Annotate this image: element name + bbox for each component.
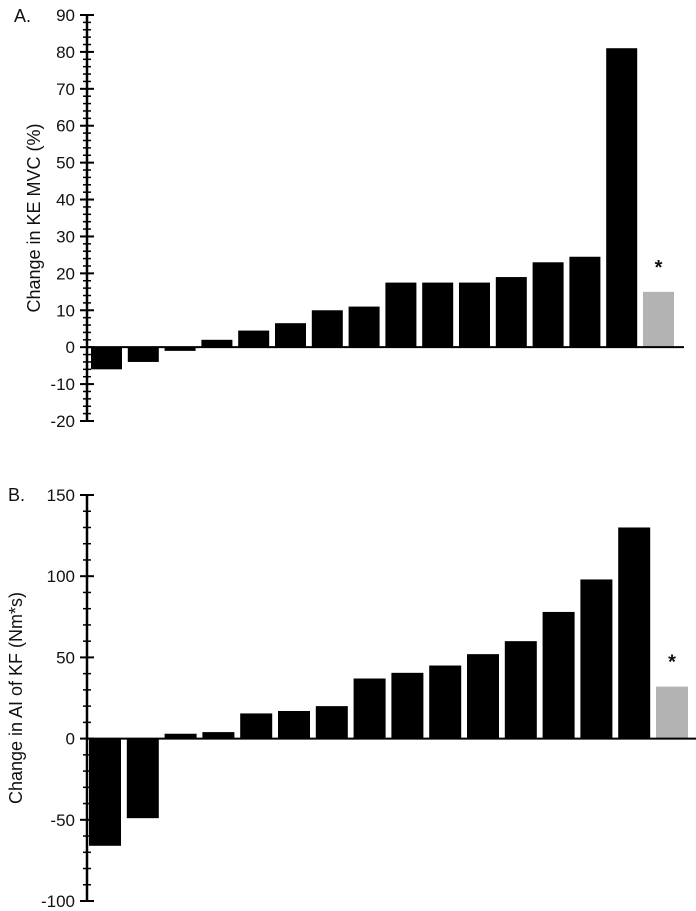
panel-b-tick-label: 50 xyxy=(56,648,75,667)
panel-b-bar-3 xyxy=(164,733,197,739)
panel-b-tick-label: 0 xyxy=(66,730,75,749)
panel-a-bar-7 xyxy=(311,310,343,348)
panel-a-bar-15 xyxy=(606,48,638,348)
panel-b-tick-label: 100 xyxy=(47,567,75,586)
panel-a-bar-11 xyxy=(459,282,490,348)
panel-b-bar-13 xyxy=(542,611,575,739)
panel-a-tick-label: -10 xyxy=(50,375,75,394)
panel-a-tick-label: 20 xyxy=(56,264,75,283)
panel-a-label: A. xyxy=(14,6,31,26)
panel-a-significance-marker: * xyxy=(655,257,663,279)
panel-a-bar-1 xyxy=(91,347,122,370)
panel-b-y-axis-label: Change in AI of KF (Nm*s) xyxy=(6,592,26,804)
panel-a-bar-10 xyxy=(422,282,454,348)
panel-a-tick-label: 30 xyxy=(56,227,75,246)
panel-b-bar-1 xyxy=(89,738,121,846)
panel-b-bar-7 xyxy=(315,706,348,739)
panel-a-bar-6 xyxy=(275,323,306,348)
panel-a-bar-14 xyxy=(569,256,601,348)
panel-a-bar-16 xyxy=(643,291,674,348)
panel-a-tick-label: 10 xyxy=(56,301,75,320)
panel-a-y-axis-label: Change in KE MVC (%) xyxy=(24,123,44,312)
panel-a-tick-label: 80 xyxy=(56,43,75,62)
panel-a-tick-label: -20 xyxy=(50,412,75,431)
panel-b-bar-8 xyxy=(353,678,386,739)
panel-a-tick-label: 50 xyxy=(56,154,75,173)
panel-b-bar-14 xyxy=(580,579,613,739)
panel-b-significance-marker: * xyxy=(668,652,676,674)
panel-a-tick-label: 60 xyxy=(56,117,75,136)
panel-b-bar-9 xyxy=(391,672,424,739)
panel-b-bar-12 xyxy=(504,641,537,739)
panel-b-bar-15 xyxy=(618,527,651,739)
panel-a-bar-4 xyxy=(201,339,233,348)
panel-a-bar-5 xyxy=(238,330,270,348)
panel-a-bar-3 xyxy=(164,347,196,351)
panel-b-bar-4 xyxy=(202,732,235,739)
panel-b-bar-11 xyxy=(467,654,499,739)
panel-b-tick-label: -100 xyxy=(41,892,75,911)
panel-b-label: B. xyxy=(8,485,25,505)
panel-b-bar-5 xyxy=(240,713,273,739)
panel-a-bar-2 xyxy=(127,347,159,362)
panel-b-bar-6 xyxy=(278,710,310,739)
panel-a-bar-9 xyxy=(385,282,417,348)
panel-a-tick-label: 90 xyxy=(56,6,75,25)
panel-a-tick-label: 70 xyxy=(56,80,75,99)
panel-b-bar-10 xyxy=(429,665,462,739)
panel-a-tick-label: 0 xyxy=(66,338,75,357)
panel-b-bar-2 xyxy=(126,738,159,819)
panel-b-bar-16 xyxy=(656,686,688,739)
panel-a-bar-8 xyxy=(348,306,380,348)
panel-a-tick-label: 40 xyxy=(56,191,75,210)
panel-a-bar-13 xyxy=(532,262,564,348)
panel-b-tick-label: 150 xyxy=(47,486,75,505)
panel-b-tick-label: -50 xyxy=(50,811,75,830)
panel-a-bar-12 xyxy=(495,277,527,348)
